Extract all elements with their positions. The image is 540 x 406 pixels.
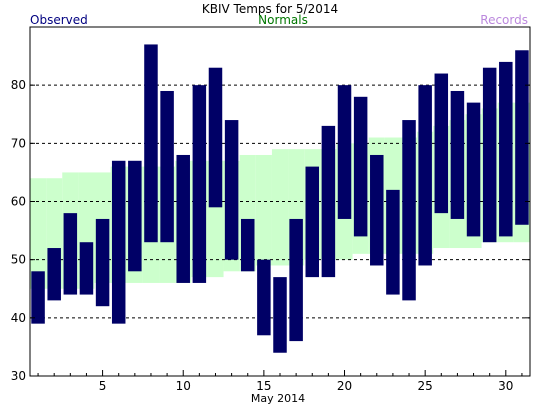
observed-bar-day-2 [47, 248, 61, 301]
observed-bar-day-19 [321, 125, 336, 278]
normals-band-day-16 [271, 149, 289, 266]
x-tick-label-20: 20 [337, 379, 352, 393]
observed-bar-day-15 [257, 259, 271, 336]
observed-bar-day-18 [305, 166, 320, 278]
y-tick-label-60: 60 [11, 195, 26, 209]
observed-bar-day-4 [79, 242, 94, 295]
observed-bar-day-14 [240, 218, 255, 272]
legend-observed: Observed [30, 13, 88, 27]
y-tick-label-50: 50 [11, 253, 26, 267]
x-tick-label-10: 10 [176, 379, 191, 393]
normals-band-day-1 [30, 178, 47, 289]
observed-bar-day-23 [386, 189, 400, 295]
observed-bar-day-28 [466, 102, 481, 237]
observed-bar-day-29 [482, 67, 497, 243]
y-tick-label-70: 70 [11, 136, 26, 150]
legend-normals: Normals [258, 13, 308, 27]
x-tick-label-5: 5 [99, 379, 107, 393]
observed-bar-day-5 [95, 218, 110, 307]
observed-bar-day-21 [353, 96, 368, 237]
observed-bar-day-31 [515, 50, 529, 225]
y-tick-label-30: 30 [11, 369, 26, 383]
observed-bar-day-26 [434, 73, 449, 214]
observed-bar-day-27 [450, 90, 465, 219]
observed-bar-day-6 [111, 160, 126, 324]
observed-bar-day-20 [337, 85, 352, 219]
chart-title: KBIV Temps for 5/2014 [202, 2, 338, 16]
observed-bars-layer [31, 44, 529, 353]
legend-records: Records [480, 13, 528, 27]
observed-bar-day-8 [144, 44, 158, 243]
normals-band-day-15 [255, 154, 272, 266]
observed-bar-day-9 [160, 90, 174, 243]
observed-bar-day-7 [128, 160, 142, 272]
x-tick-label-25: 25 [418, 379, 433, 393]
observed-bar-day-30 [499, 61, 513, 237]
observed-bar-day-1 [31, 271, 45, 324]
observed-bar-day-22 [370, 154, 384, 266]
x-tick-label-15: 15 [256, 379, 271, 393]
observed-bar-day-11 [192, 85, 207, 283]
observed-bar-day-16 [273, 277, 287, 353]
observed-bar-day-25 [418, 85, 432, 266]
x-tick-label-30: 30 [498, 379, 513, 393]
x-axis-label: May 2014 [251, 392, 305, 405]
observed-bar-day-17 [289, 218, 303, 342]
observed-bar-day-10 [176, 154, 190, 283]
observed-bar-day-13 [224, 120, 239, 260]
observed-bar-day-24 [402, 120, 416, 301]
y-tick-label-80: 80 [11, 78, 26, 92]
axis-layer: 30 40 50 60 70 80 5 10 15 20 25 30 [11, 26, 531, 393]
observed-bar-day-3 [63, 213, 78, 295]
y-tick-label-40: 40 [11, 311, 26, 325]
observed-bar-day-12 [208, 67, 223, 208]
